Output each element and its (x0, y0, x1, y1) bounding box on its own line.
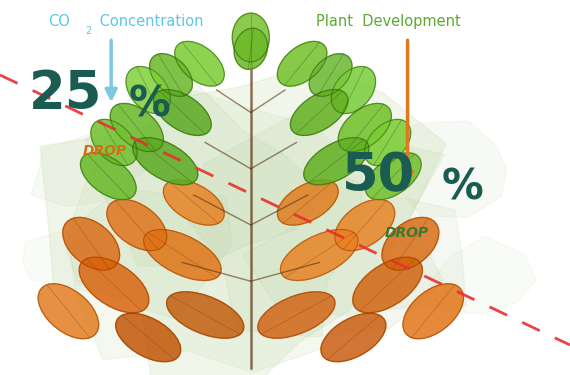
Ellipse shape (278, 41, 327, 86)
Ellipse shape (403, 284, 463, 339)
Ellipse shape (280, 230, 358, 280)
Polygon shape (243, 173, 467, 316)
Ellipse shape (38, 284, 99, 339)
Ellipse shape (175, 41, 224, 86)
Polygon shape (22, 232, 109, 285)
Polygon shape (31, 128, 148, 207)
Ellipse shape (364, 119, 411, 166)
Text: CO: CO (48, 14, 70, 29)
Ellipse shape (304, 138, 369, 185)
Ellipse shape (233, 13, 269, 62)
Ellipse shape (79, 257, 149, 313)
Ellipse shape (153, 90, 211, 135)
Ellipse shape (126, 66, 170, 114)
Ellipse shape (164, 180, 224, 225)
Text: %: % (128, 84, 170, 126)
Ellipse shape (91, 119, 137, 166)
Text: DROP: DROP (83, 144, 127, 158)
Ellipse shape (331, 66, 376, 114)
Text: Plant  Development: Plant Development (316, 14, 461, 29)
Polygon shape (86, 87, 320, 267)
Ellipse shape (80, 153, 136, 200)
Polygon shape (430, 236, 536, 314)
Ellipse shape (107, 200, 167, 250)
Ellipse shape (382, 217, 439, 270)
Polygon shape (68, 86, 362, 372)
Ellipse shape (149, 54, 193, 96)
Text: Concentration: Concentration (95, 14, 203, 29)
Ellipse shape (321, 313, 386, 362)
Text: 50: 50 (342, 150, 416, 202)
Ellipse shape (63, 217, 120, 270)
Ellipse shape (166, 292, 244, 338)
Polygon shape (64, 189, 232, 318)
Ellipse shape (110, 104, 164, 152)
Ellipse shape (258, 292, 335, 338)
Ellipse shape (133, 138, 198, 185)
Ellipse shape (234, 28, 267, 69)
Ellipse shape (309, 54, 352, 96)
Text: %: % (442, 166, 483, 208)
Ellipse shape (290, 90, 348, 135)
Ellipse shape (278, 180, 338, 225)
Ellipse shape (338, 104, 392, 152)
Polygon shape (377, 121, 507, 217)
Ellipse shape (365, 153, 421, 200)
Ellipse shape (144, 230, 221, 280)
Polygon shape (185, 104, 445, 337)
Text: 25: 25 (28, 68, 102, 120)
Text: DROP: DROP (385, 226, 429, 240)
Ellipse shape (116, 313, 181, 362)
Ellipse shape (353, 257, 422, 313)
Polygon shape (40, 65, 446, 375)
Text: 2: 2 (86, 26, 92, 36)
Ellipse shape (335, 200, 395, 250)
